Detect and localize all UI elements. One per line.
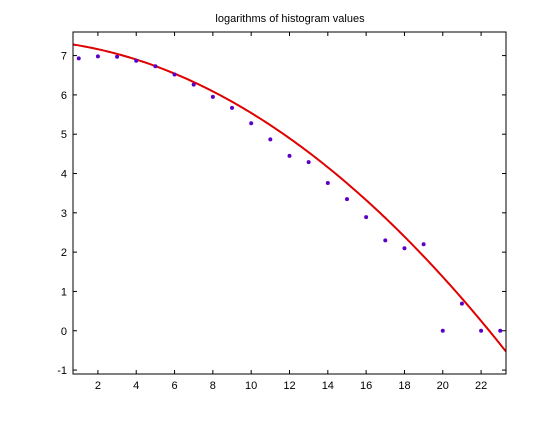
data-point (230, 105, 235, 110)
x-tick-label: 12 (283, 380, 295, 392)
data-point (479, 328, 484, 333)
chart-title: logarithms of histogram values (215, 13, 365, 25)
plot-background (73, 32, 506, 374)
x-tick-label: 20 (437, 380, 449, 392)
data-point (440, 328, 445, 333)
y-tick-label: -1 (57, 365, 67, 377)
data-point (287, 153, 292, 158)
y-tick-label: 6 (61, 90, 67, 102)
x-tick-label: 2 (95, 380, 101, 392)
x-tick-label: 16 (360, 380, 372, 392)
data-point (191, 82, 196, 87)
x-tick-label: 6 (171, 380, 177, 392)
data-point (306, 160, 311, 165)
x-tick-label: 22 (475, 380, 487, 392)
x-tick-label: 4 (133, 380, 139, 392)
data-point (210, 94, 215, 99)
data-point (364, 215, 369, 220)
data-point (421, 242, 426, 247)
data-point (459, 301, 464, 306)
data-point (498, 328, 503, 333)
data-point (134, 58, 139, 63)
y-tick-label: 7 (61, 51, 67, 63)
data-point (249, 121, 254, 126)
x-tick-label: 8 (210, 380, 216, 392)
data-points-layer (76, 54, 503, 333)
data-point (325, 180, 330, 185)
y-tick-label: 2 (61, 247, 67, 259)
y-tick-label: 0 (61, 326, 67, 338)
plot-area (73, 32, 506, 374)
data-point (95, 54, 100, 59)
y-tick-label: 5 (61, 129, 67, 141)
fit-curve-line (73, 43, 506, 353)
x-tick-label: 10 (245, 380, 257, 392)
data-point (115, 54, 120, 59)
data-point (268, 137, 273, 142)
data-point (76, 56, 81, 61)
fit-curve-layer (73, 43, 506, 353)
data-point (172, 72, 177, 77)
data-point (402, 246, 407, 251)
y-tick-label: 4 (61, 169, 67, 181)
y-tick-label: 3 (61, 208, 67, 220)
x-tick-label: 14 (322, 380, 334, 392)
y-tick-label: 1 (61, 286, 67, 298)
data-point (344, 197, 349, 202)
x-tick-label: 18 (398, 380, 410, 392)
data-point (153, 64, 158, 69)
data-point (383, 238, 388, 243)
